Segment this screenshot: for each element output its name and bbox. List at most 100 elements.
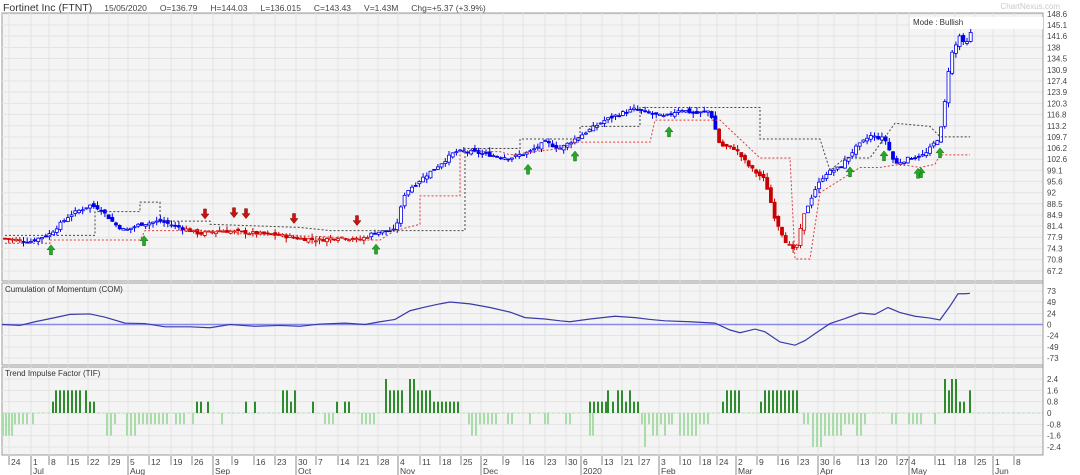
mode-indicator: Mode : Bullish	[910, 17, 1043, 29]
x-axis-day-label: 8	[51, 457, 56, 467]
x-axis-day-label: 25	[977, 457, 987, 467]
x-axis-day-label: 5	[130, 457, 135, 467]
x-axis-day-label: 21	[624, 457, 634, 467]
sell-signal-arrow-icon	[200, 208, 210, 220]
x-axis-month-label: Jun	[995, 466, 1009, 475]
quote-close: C=143.43	[313, 3, 352, 13]
x-axis-day-label: 18	[442, 457, 452, 467]
buy-signal-arrow-icon	[570, 150, 580, 162]
lower-stop-line	[5, 119, 970, 260]
x-axis-month-label: Sep	[215, 466, 230, 475]
y-axis-tick: 2.4	[1047, 375, 1059, 384]
x-axis-day-label: 9	[759, 457, 764, 467]
x-axis-day-label: 11	[422, 457, 431, 467]
y-axis-tick: 77.9	[1047, 233, 1063, 242]
x-axis-month-label: Mar	[738, 466, 753, 475]
y-axis-tick: 73	[1047, 287, 1056, 296]
x-axis-day-label: 30	[298, 457, 308, 467]
x-axis-day-label: 6	[836, 457, 841, 467]
buy-signal-arrow-icon	[139, 235, 149, 246]
x-axis-day-label: 12	[151, 457, 161, 467]
x-axis-month-label: Oct	[298, 466, 312, 475]
y-axis-tick: 141.6	[1047, 32, 1068, 41]
y-axis-tick: 130.9	[1047, 66, 1068, 75]
y-axis-tick: 92	[1047, 189, 1056, 198]
x-axis-day-label: 27	[899, 457, 909, 467]
x-axis-day-label: 25	[463, 457, 473, 467]
x-axis-day-label: 2	[738, 457, 743, 467]
sell-signal-arrow-icon	[289, 213, 299, 224]
y-axis-tick: 120.3	[1047, 99, 1068, 108]
y-axis-tick: 74.3	[1047, 245, 1063, 254]
y-axis-tick: -0.8	[1047, 420, 1061, 429]
x-axis-day-label: 27	[641, 457, 651, 467]
y-axis-tick: -1.6	[1047, 432, 1061, 441]
x-axis-day-label: 13	[860, 457, 870, 467]
y-axis-tick: 49	[1047, 298, 1056, 307]
x-axis-day-label: 14	[340, 457, 350, 467]
y-axis-tick: 67.2	[1047, 267, 1063, 276]
x-axis-day-label: 3	[215, 457, 220, 467]
buy-signal-arrow-icon	[46, 244, 56, 256]
panel-title: Trend Impulse Factor (TIF)	[5, 369, 101, 378]
x-axis-day-label: 23	[800, 457, 810, 467]
x-axis-month-label: Feb	[661, 466, 676, 475]
y-axis-tick: -73	[1047, 354, 1059, 363]
x-axis-day-label: 1	[995, 457, 1000, 467]
y-axis-tick: 0	[1047, 409, 1052, 418]
y-axis-tick: 81.4	[1047, 222, 1063, 231]
x-axis-day-label: 6	[583, 457, 588, 467]
x-axis-day-label: 23	[277, 457, 287, 467]
x-axis-day-label: 10	[682, 457, 692, 467]
price-panel: 148.6 145.1 141.6 138 134.5 130.9 127.4 123.9 12…	[1, 10, 1068, 282]
x-axis-day-label: 21	[360, 457, 370, 467]
x-axis-month-label: 2020	[583, 466, 602, 475]
quote-low: L=136.015	[260, 3, 301, 13]
y-axis-tick: 109.7	[1047, 133, 1068, 142]
y-axis-tick: 113.2	[1047, 122, 1067, 131]
stock-title: Fortinet Inc (FTNT)	[3, 2, 93, 14]
x-axis-day-label: 4	[400, 457, 405, 467]
buy-signal-arrow-icon	[664, 126, 674, 138]
buy-signal-arrow-icon	[523, 163, 533, 175]
y-axis-tick: -49	[1047, 343, 1059, 352]
tif-panel: 2.4 1.6 0.8 0 -0.8 -1.6 -2.4 Trend Impulse Fact…	[1, 366, 1061, 456]
chart-header: Fortinet Inc (FTNT) 15/05/2020 O=136.79 …	[3, 2, 499, 14]
y-axis-tick: 84.9	[1047, 211, 1063, 220]
y-axis-tick: 70.8	[1047, 256, 1063, 265]
x-axis-day-label: 13	[604, 457, 614, 467]
buy-signal-arrow-icon	[879, 150, 889, 162]
y-axis-tick: 148.6	[1047, 10, 1068, 19]
y-axis-tick: 134.5	[1047, 55, 1068, 64]
x-axis-day-label: 1	[33, 457, 38, 467]
x-axis-day-label: 30	[568, 457, 578, 467]
x-axis-day-label: 24	[11, 457, 21, 467]
buy-signal-arrow-icon	[371, 243, 381, 255]
buy-signal-arrow-icon	[935, 147, 945, 159]
y-axis-tick: 0	[1047, 321, 1052, 330]
x-axis-day-label: 24	[719, 457, 729, 467]
x-axis-day-label: 16	[780, 457, 790, 467]
x-axis-day-label: 26	[194, 457, 204, 467]
x-axis-month-label: Apr	[820, 466, 833, 475]
panel-title: Cumulation of Momentum (COM)	[5, 285, 123, 294]
y-axis-tick: 102.6	[1047, 155, 1068, 164]
y-axis-tick: 116.8	[1047, 110, 1067, 119]
x-axis-month-label: Dec	[483, 466, 499, 475]
x-axis-day-label: 2	[483, 457, 488, 467]
x-axis-day-label: 18	[702, 457, 712, 467]
y-axis-tick: -2.4	[1047, 443, 1061, 452]
y-axis-tick: 127.4	[1047, 77, 1068, 86]
x-axis-day-label: 9	[505, 457, 510, 467]
x-axis-day-label: 30	[820, 457, 830, 467]
y-axis-tick: 0.8	[1047, 398, 1059, 407]
y-axis-tick: 123.9	[1047, 88, 1068, 97]
y-axis-tick: 95.6	[1047, 177, 1063, 186]
y-axis-tick: 145.1	[1047, 21, 1068, 30]
x-axis-day-label: 11	[937, 457, 946, 467]
buy-signal-arrow-icon	[845, 166, 855, 178]
x-axis-month-label: Jul	[33, 466, 44, 475]
x-axis-day-label: 20	[878, 457, 888, 467]
